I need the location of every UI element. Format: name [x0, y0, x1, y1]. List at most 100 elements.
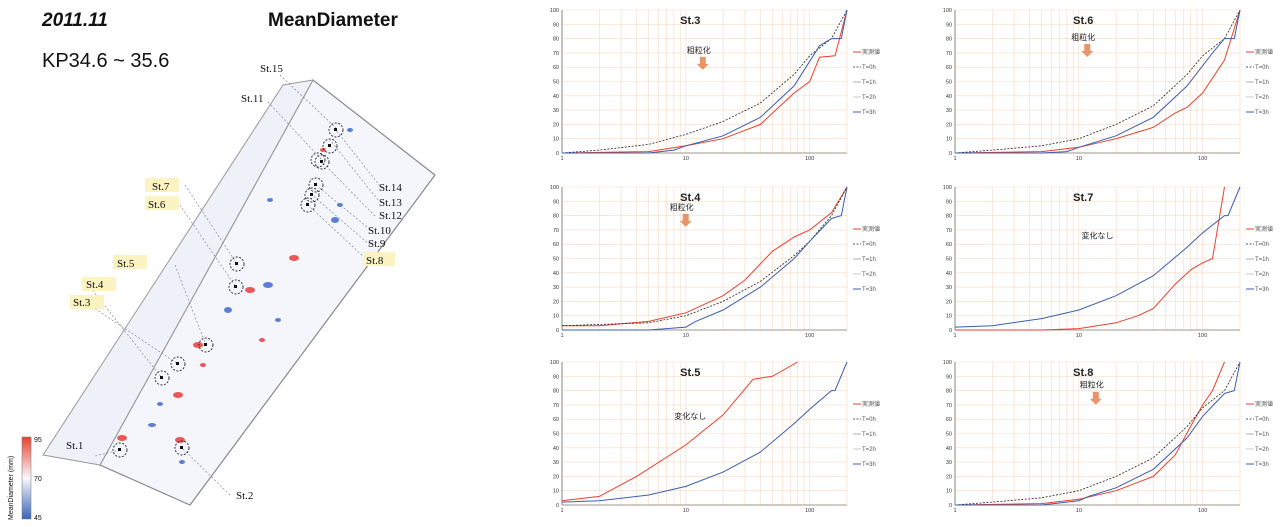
y-tick-label: 40	[553, 446, 559, 452]
y-tick-label: 10	[553, 489, 559, 495]
x-tick-label: 1	[953, 333, 956, 339]
y-tick-label: 30	[553, 460, 559, 466]
series-line-実測値	[954, 9, 1241, 154]
series-line-T=0h	[561, 9, 848, 154]
legend-label: T=0h	[1255, 417, 1269, 423]
series-line-T=3h	[955, 361, 1241, 506]
y-tick-label: 60	[946, 417, 952, 423]
series-line-実測値	[561, 361, 798, 502]
series-line-T=0h	[561, 186, 848, 327]
x-tick-label: 10	[683, 333, 689, 339]
legend-label: T=2h	[862, 447, 876, 453]
legend-label: T=3h	[862, 287, 876, 293]
x-tick-label: 10	[683, 508, 689, 514]
station-markers	[112, 122, 344, 458]
y-tick-label: 50	[946, 432, 952, 438]
y-tick-label: 70	[553, 403, 559, 409]
station-label-backgrounds	[70, 178, 395, 309]
series-line-T=0h	[954, 9, 1241, 154]
coarsening-arrow	[679, 213, 692, 227]
y-tick-label: 30	[946, 285, 952, 291]
y-tick-label: 70	[553, 51, 559, 57]
chart-title: St.7	[1073, 192, 1093, 204]
legend-label: T=0h	[862, 242, 876, 248]
series-line-T=3h	[561, 361, 848, 503]
annotation-text: 粗粒化	[687, 45, 711, 55]
y-tick-label: 70	[946, 51, 952, 57]
legend-label: 実測値	[862, 48, 880, 56]
y-tick-label: 90	[553, 374, 559, 380]
y-tick-label: 30	[946, 460, 952, 466]
y-tick-label: 70	[553, 228, 559, 234]
chart-title: St.4	[680, 192, 701, 204]
legend-label: T=0h	[862, 417, 876, 423]
bed-patches	[117, 128, 353, 464]
y-tick-label: 70	[946, 403, 952, 409]
y-tick-label: 50	[553, 257, 559, 263]
station-label-st11: St.11	[241, 93, 264, 105]
legend-label: T=1h	[862, 432, 876, 438]
y-tick-label: 90	[553, 199, 559, 205]
x-tick-label: 1	[953, 508, 956, 514]
legend-label: T=2h	[1255, 272, 1269, 278]
y-tick-label: 80	[946, 389, 952, 395]
coarsening-arrow	[1089, 391, 1102, 405]
x-tick-label: 100	[805, 508, 814, 514]
legend-label: T=2h	[1255, 447, 1269, 453]
chart-title: St.8	[1073, 367, 1093, 379]
series-line-実測値	[954, 361, 1225, 506]
legend-label: 実測値	[1255, 400, 1273, 408]
chart-title: St.6	[1073, 15, 1093, 27]
coarsening-arrow	[1081, 44, 1094, 58]
x-tick-label: 100	[805, 156, 814, 162]
station-label-st14: St.14	[379, 182, 402, 194]
station-label-st3: St.3	[73, 297, 91, 309]
y-tick-label: 100	[550, 360, 559, 366]
y-tick-label: 10	[553, 314, 559, 320]
y-tick-label: 80	[553, 37, 559, 43]
x-tick-label: 100	[1198, 333, 1207, 339]
x-tick-label: 1	[953, 156, 956, 162]
y-tick-label: 30	[553, 108, 559, 114]
y-tick-label: 50	[946, 80, 952, 86]
y-tick-label: 0	[556, 151, 559, 157]
x-tick-label: 10	[1076, 156, 1082, 162]
legend-label: T=0h	[1255, 242, 1269, 248]
legend-label: T=1h	[862, 257, 876, 263]
annotation-text: 変化なし	[674, 411, 706, 421]
chart-title: St.5	[680, 367, 700, 379]
station-label-st15: St.15	[260, 63, 283, 75]
y-tick-label: 100	[943, 185, 952, 191]
station-label-st7: St.7	[152, 181, 170, 193]
series-line-T=3h	[562, 186, 848, 331]
x-tick-label: 1	[560, 508, 563, 514]
y-tick-label: 10	[946, 314, 952, 320]
series-line-実測値	[562, 186, 848, 327]
x-tick-label: 1	[560, 156, 563, 162]
leader-lines	[84, 74, 381, 496]
x-tick-label: 1	[560, 333, 563, 339]
chart-title: St.3	[680, 15, 700, 27]
y-tick-label: 100	[550, 8, 559, 14]
colorbar-min: 45	[34, 515, 42, 522]
legend-label: T=0h	[862, 65, 876, 71]
y-tick-label: 90	[946, 22, 952, 28]
y-tick-label: 90	[946, 374, 952, 380]
y-tick-label: 60	[946, 65, 952, 71]
legend-label: 実測値	[862, 400, 880, 408]
station-label-st4: St.4	[86, 279, 104, 291]
y-tick-label: 20	[553, 299, 559, 305]
station-label-st5: St.5	[117, 258, 135, 270]
y-tick-label: 30	[553, 285, 559, 291]
y-tick-label: 60	[946, 242, 952, 248]
annotation-text: 粗粒化	[670, 202, 694, 212]
legend-label: T=0h	[1255, 65, 1269, 71]
x-tick-label: 100	[1198, 508, 1207, 514]
y-tick-label: 50	[553, 80, 559, 86]
annotation-text: 粗粒化	[1080, 380, 1104, 390]
